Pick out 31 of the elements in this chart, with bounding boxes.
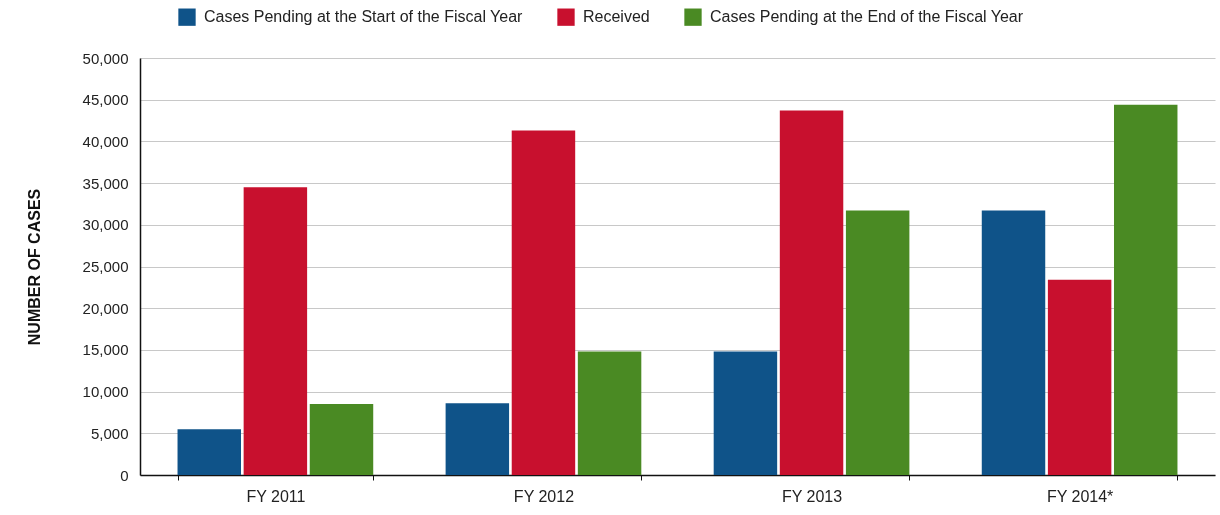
legend-label: Cases Pending at the Start of the Fiscal Year bbox=[204, 8, 524, 26]
bar bbox=[1114, 104, 1178, 475]
bar bbox=[713, 351, 778, 475]
y-tick-label: 5,000 bbox=[90, 424, 129, 442]
y-tick-label: 25,000 bbox=[82, 258, 129, 275]
x-tick-label: FY 2012 bbox=[513, 487, 575, 505]
y-tick-label: 45,000 bbox=[82, 91, 129, 109]
bar bbox=[981, 210, 1046, 475]
y-tick-label: 15,000 bbox=[82, 341, 129, 359]
legend-label: Cases Pending at the End of the Fiscal Year bbox=[710, 8, 1024, 26]
x-tick-label: FY 2013 bbox=[781, 487, 843, 505]
bar bbox=[309, 404, 374, 475]
bar bbox=[845, 210, 910, 475]
y-tick-label: 20,000 bbox=[82, 299, 129, 317]
y-tick-label: 30,000 bbox=[82, 216, 129, 234]
bar bbox=[445, 403, 510, 475]
bar bbox=[779, 110, 844, 475]
x-tick-label: FY 2014* bbox=[1046, 487, 1114, 505]
bar bbox=[511, 130, 576, 475]
y-tick-label: 40,000 bbox=[82, 132, 129, 150]
legend-label: Received bbox=[583, 8, 650, 26]
y-tick-label: 0 bbox=[120, 466, 129, 484]
bar bbox=[243, 187, 308, 475]
bar bbox=[1047, 279, 1112, 475]
y-axis-title: NUMBER OF CASES bbox=[25, 188, 43, 346]
bar bbox=[577, 351, 642, 475]
x-tick-label: FY 2011 bbox=[246, 487, 306, 505]
y-tick-label: 50,000 bbox=[82, 49, 129, 67]
y-tick-label: 35,000 bbox=[82, 174, 129, 192]
bar bbox=[177, 429, 241, 475]
y-tick-label: 10,000 bbox=[82, 383, 129, 401]
